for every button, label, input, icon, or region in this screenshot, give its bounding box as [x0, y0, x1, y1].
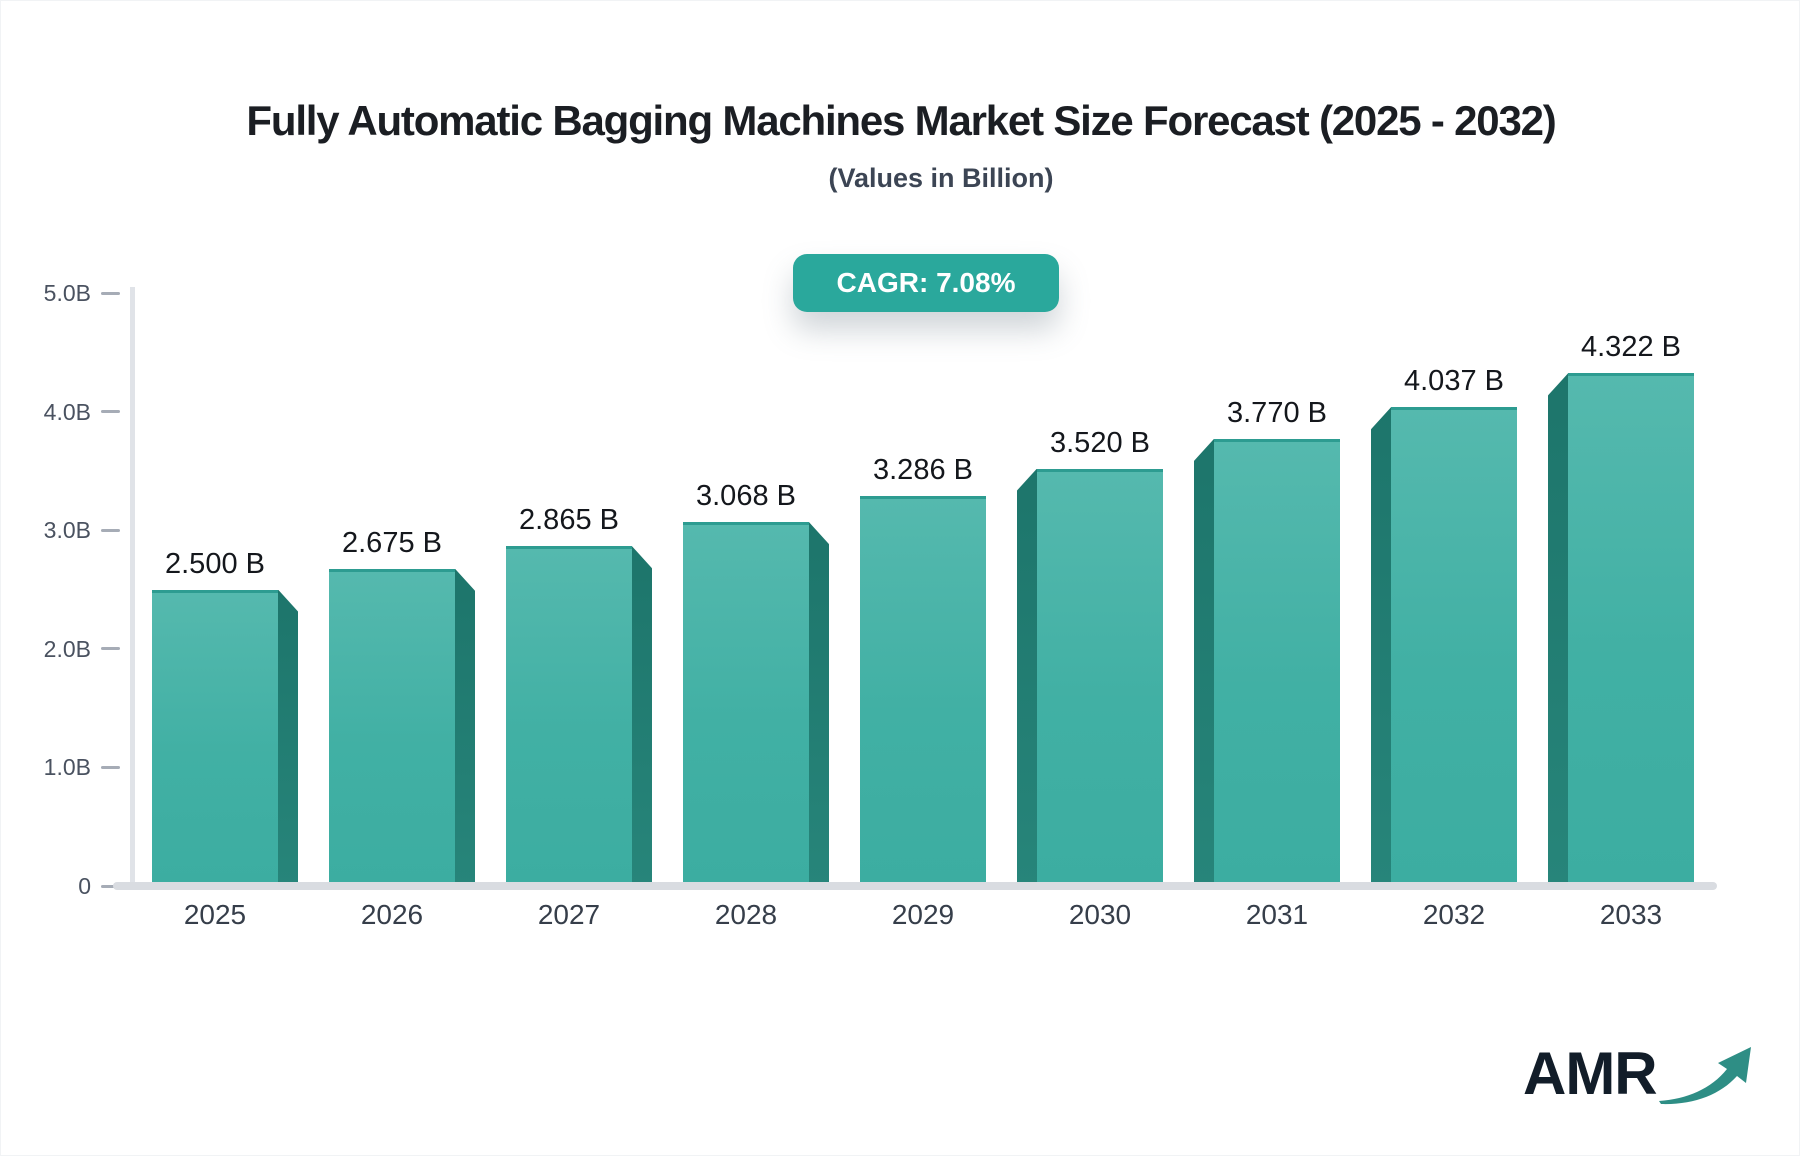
bar-value-label: 2.865 B [519, 504, 619, 537]
bar-2028 [683, 522, 809, 886]
y-tick-mark [101, 528, 120, 532]
y-tick-label: 3.0B [43, 517, 91, 544]
bar-2033 [1568, 373, 1694, 886]
y-tick-mark [101, 291, 120, 295]
bar-2032 [1391, 407, 1517, 886]
y-tick-mark [101, 410, 120, 414]
bar-side-face [1548, 373, 1568, 886]
bar-value-label: 2.675 B [342, 526, 442, 559]
bar-2027 [506, 546, 632, 886]
y-axis-line [130, 287, 135, 887]
y-tick-label: 2.0B [43, 635, 91, 662]
y-tick-mark [101, 884, 120, 888]
x-axis-label-2032: 2032 [1422, 899, 1486, 930]
chart-subtitle: (Values in Billion) [828, 163, 1054, 193]
bar-2030 [1037, 468, 1163, 886]
cagr-badge-label: CAGR: 7.08% [836, 267, 1016, 298]
amr-logo-text: AMR [1523, 1040, 1658, 1107]
amr-logo: AMR [1523, 1033, 1751, 1117]
y-tick-mark [101, 647, 120, 651]
x-axis-label-2025: 2025 [183, 899, 247, 930]
bar-2029 [860, 496, 986, 886]
y-tick-mark [101, 765, 120, 769]
bar-side-face [809, 522, 829, 886]
bar-side-face [1371, 407, 1391, 886]
trend-up-arrow-icon [1659, 1047, 1751, 1105]
bar-side-face [1017, 468, 1037, 886]
y-tick-label: 4.0B [43, 398, 91, 425]
x-axis-label-2027: 2027 [537, 899, 601, 930]
y-tick-label: 0 [78, 873, 91, 899]
bar-side-face [632, 546, 652, 886]
y-tick-label: 5.0B [43, 280, 91, 306]
bar-2026 [329, 568, 455, 886]
bar-2031 [1214, 438, 1340, 886]
x-axis-label-2033: 2033 [1599, 899, 1663, 930]
cagr-badge: CAGR: 7.08% [793, 254, 1059, 312]
x-axis-label-2029: 2029 [891, 899, 955, 930]
bar-2025 [152, 589, 278, 886]
bar-value-label: 3.770 B [1227, 396, 1327, 429]
bar-value-label: 3.068 B [696, 480, 796, 513]
bar-value-label: 3.520 B [1050, 426, 1150, 459]
bar-value-label: 4.322 B [1581, 331, 1681, 364]
x-axis-label-2026: 2026 [360, 899, 424, 930]
bar-value-label: 4.037 B [1404, 365, 1504, 398]
x-axis-line [113, 882, 1717, 890]
x-axis-label-2030: 2030 [1068, 899, 1132, 930]
bar-value-label: 3.286 B [873, 454, 973, 487]
bar-side-face [1194, 438, 1214, 886]
x-axis-label-2028: 2028 [714, 899, 778, 930]
bar-value-label: 2.500 B [165, 547, 265, 580]
bar-side-face [278, 589, 298, 886]
y-tick-label: 1.0B [43, 754, 91, 781]
x-axis-label-2031: 2031 [1245, 899, 1309, 930]
bar-side-face [455, 568, 475, 886]
chart-title: Fully Automatic Bagging Machines Market … [246, 97, 1556, 144]
